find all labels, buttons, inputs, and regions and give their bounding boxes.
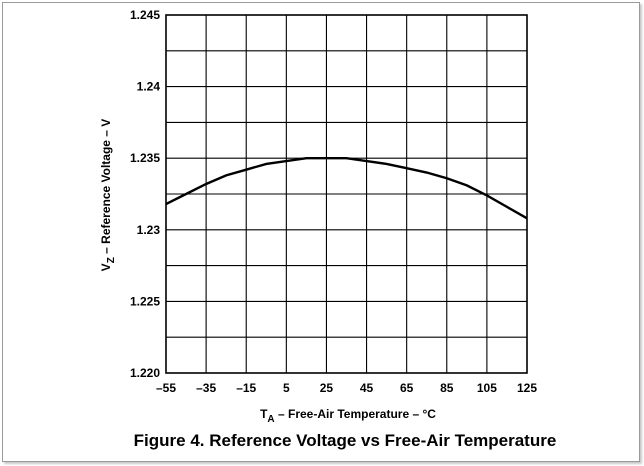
y-tick-label: 1.245 bbox=[130, 8, 160, 22]
y-tick-label: 1.24 bbox=[137, 80, 161, 94]
figure-frame bbox=[2, 2, 640, 462]
y-tick-label: 1.220 bbox=[130, 366, 160, 380]
x-axis-label-rest: – Free-Air Temperature – °C bbox=[275, 407, 437, 421]
x-tick-label: 85 bbox=[440, 381, 454, 395]
grid-lines bbox=[166, 15, 527, 373]
x-tick-label: –55 bbox=[156, 381, 176, 395]
plot-area-border bbox=[165, 14, 528, 374]
x-axis-label-sub: A bbox=[267, 414, 274, 425]
x-tick-label: 65 bbox=[400, 381, 414, 395]
x-tick-label: 25 bbox=[320, 381, 334, 395]
series-line-reference-voltage bbox=[165, 157, 528, 220]
x-tick-label: –35 bbox=[196, 381, 216, 395]
x-tick-label: 45 bbox=[360, 381, 374, 395]
x-tick-label: 105 bbox=[477, 381, 497, 395]
x-tick-labels: –55 –35 –15 5 25 45 65 85 105 125 bbox=[156, 381, 537, 395]
x-tick-label: –15 bbox=[236, 381, 256, 395]
x-axis-label: TA – Free-Air Temperature – °C bbox=[260, 407, 436, 425]
x-tick-label: 5 bbox=[283, 381, 290, 395]
y-axis-label: VZ – Reference Voltage – V bbox=[99, 119, 117, 272]
y-axis-label-sub: Z bbox=[106, 257, 117, 263]
y-axis-label-rest: – Reference Voltage – V bbox=[99, 119, 113, 258]
y-tick-labels: 1.220 1.225 1.23 1.235 1.24 1.245 bbox=[130, 8, 160, 380]
figure-caption: Figure 4. Reference Voltage vs Free-Air … bbox=[134, 431, 557, 450]
x-axis-label-main: T bbox=[260, 407, 268, 421]
y-tick-label: 1.225 bbox=[130, 294, 160, 308]
y-tick-label: 1.23 bbox=[137, 223, 161, 237]
y-axis-label-main: V bbox=[99, 263, 113, 271]
y-tick-label: 1.235 bbox=[130, 151, 160, 165]
x-tick-label: 125 bbox=[517, 381, 537, 395]
